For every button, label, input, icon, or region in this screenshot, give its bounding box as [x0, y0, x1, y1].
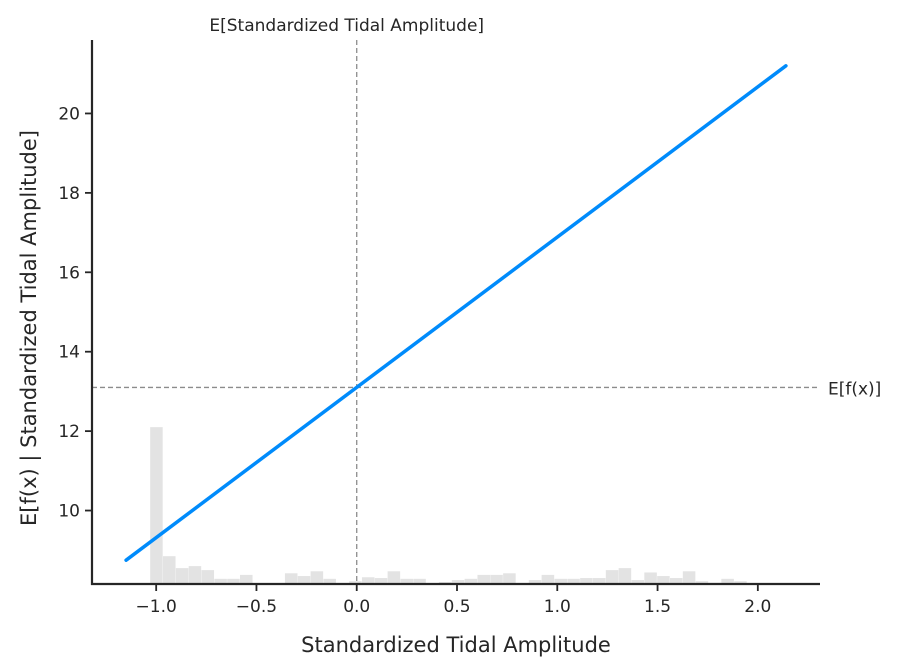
x-tick-label: 0.0: [343, 597, 370, 617]
histogram-bar: [605, 570, 619, 584]
histogram-bar: [227, 578, 240, 584]
feature-histogram: [150, 427, 747, 584]
histogram-bar: [323, 578, 336, 584]
histogram-bar: [695, 581, 709, 584]
x-tick-label: 0.5: [443, 597, 470, 617]
histogram-bar: [297, 576, 311, 584]
axes: −1.0 −0.5 0.0 0.5 1.0 1.5 2.0 10 12 14 16 18 20: [58, 40, 820, 617]
histogram-bar: [387, 571, 401, 584]
dependence-line: [124, 64, 788, 562]
histogram-bar: [451, 580, 465, 584]
histogram-bar: [400, 578, 413, 584]
histogram-bar: [413, 578, 426, 584]
histogram-bar: [644, 572, 657, 584]
histogram-bar: [554, 578, 568, 584]
histogram-bar: [567, 578, 580, 584]
histogram-bar: [374, 578, 388, 584]
x-tick-label: 2.0: [744, 597, 771, 617]
histogram-bar: [631, 580, 645, 584]
histogram-bar: [528, 580, 542, 584]
x-tick-label: −0.5: [236, 597, 277, 617]
histogram-bar: [310, 571, 324, 584]
histogram-bar: [657, 576, 670, 584]
y-axis-title: E[f(x) | Standardized Tidal Amplitude]: [17, 130, 42, 526]
histogram-bar: [721, 578, 734, 584]
histogram-bar: [618, 568, 632, 584]
histogram-bar: [541, 574, 555, 584]
y-tick-label: 18: [58, 184, 80, 204]
reference-lines: [92, 40, 820, 584]
histogram-bar: [503, 573, 516, 584]
histogram-bar: [734, 581, 747, 584]
histogram-bar: [477, 574, 490, 584]
y-tick-label: 16: [58, 263, 80, 283]
histogram-bar: [490, 574, 503, 584]
histogram-bar: [669, 578, 683, 584]
histogram-bar: [214, 578, 227, 584]
histogram-bar: [284, 573, 298, 584]
y-tick-label: 10: [58, 502, 80, 522]
histogram-bar: [592, 578, 606, 584]
histogram-bar: [682, 571, 696, 584]
chart-text: Standardized Tidal Amplitude E[f(x) | St…: [17, 16, 881, 657]
x-tick-label: 1.0: [544, 597, 571, 617]
histogram-bar: [349, 581, 362, 584]
histogram-bar: [240, 574, 253, 584]
y-tick-label: 20: [58, 104, 80, 124]
x-tick-label: 1.5: [644, 597, 671, 617]
histogram-bar: [361, 577, 375, 584]
x-tick-label: −1.0: [136, 597, 177, 617]
y-tick-label: 14: [58, 343, 80, 363]
histogram-bar: [188, 566, 202, 584]
x-axis-title: Standardized Tidal Amplitude: [301, 633, 611, 657]
histogram-bar: [150, 427, 163, 584]
dependence-series: [124, 64, 788, 562]
y-tick-label: 12: [58, 422, 80, 442]
histogram-bar: [201, 570, 215, 584]
expected-feature-label: E[Standardized Tidal Amplitude]: [209, 16, 484, 36]
histogram-bar: [175, 568, 189, 584]
histogram-bar: [464, 578, 478, 584]
expected-output-label: E[f(x)]: [828, 379, 881, 399]
histogram-bar: [162, 556, 176, 584]
histogram-bar: [580, 578, 593, 584]
